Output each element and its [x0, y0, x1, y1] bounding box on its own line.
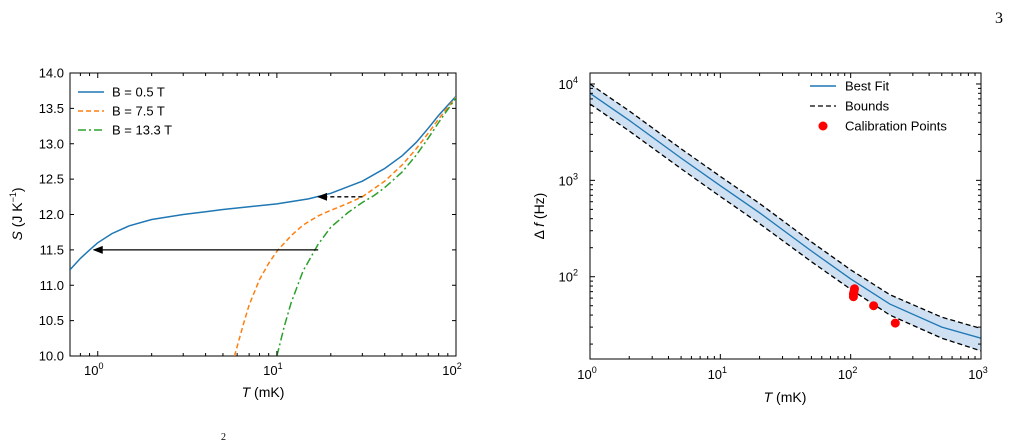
right-axes-frame	[589, 72, 982, 360]
left-x-axis-label: T (mK)	[242, 384, 285, 400]
right-uncertainty-band	[590, 84, 981, 351]
entropy-chart: 10.0 10.5 11.0 11.5 12.0 12.5 13.0 13.5 14.0 100…	[8, 66, 462, 401]
right-legend-swatch-points	[818, 121, 828, 131]
left-x-ticks: 100 101 102	[69, 73, 462, 378]
right-best-fit-line	[590, 92, 981, 339]
left-y-tick-label: 11.5	[40, 242, 64, 257]
right-y-ticks: 102 103 104	[559, 75, 981, 345]
left-y-ticks: 10.0 10.5 11.0 11.5 12.0 12.5 13.0 13.5 14.0	[39, 66, 456, 364]
left-legend-label: B = 7.5 T	[112, 104, 165, 119]
calibration-point	[869, 301, 879, 311]
left-series-line-1	[233, 96, 456, 356]
left-series-group	[70, 95, 456, 356]
calibration-point	[849, 284, 859, 294]
frequency-chart: 102 103 104 100 101 102 103 Best Fit Bounds Cal…	[531, 72, 988, 405]
left-y-tick-label: 12.0	[39, 207, 64, 222]
right-legend-label: Bounds	[845, 99, 890, 114]
left-y-tick-label: 14.0	[39, 66, 64, 81]
right-y-axis-label: Δ f (Hz)	[531, 193, 547, 240]
right-upper-bound-line	[590, 83, 981, 330]
right-x-tick-label: 101	[708, 365, 727, 382]
right-legend-label: Best Fit	[845, 79, 889, 94]
left-annotations-group	[92, 192, 363, 254]
calibration-point	[890, 318, 900, 328]
left-legend-label: B = 13.3 T	[112, 123, 172, 138]
left-y-tick-label: 10.0	[39, 349, 64, 364]
right-legend: Best Fit Bounds Calibration Points	[810, 79, 947, 134]
left-y-tick-label: 11.0	[40, 278, 64, 293]
left-x-tick-label: 102	[442, 361, 461, 378]
left-legend: B = 0.5 T B = 7.5 T B = 13.3 T	[78, 85, 172, 138]
right-legend-label: Calibration Points	[845, 119, 947, 134]
left-y-tick-label: 13.5	[39, 101, 64, 116]
right-x-ticks: 100 101 102 103	[577, 73, 988, 382]
left-x-tick-label: 100	[84, 361, 103, 378]
left-y-tick-label: 10.5	[39, 313, 64, 328]
right-x-tick-label: 100	[577, 365, 596, 382]
right-x-tick-label: 102	[838, 365, 857, 382]
right-x-axis-label: T (mK)	[764, 389, 807, 405]
footer-fragment: 2	[221, 432, 226, 443]
right-y-tick-label: 103	[559, 171, 578, 188]
left-y-tick-label: 13.0	[39, 136, 64, 151]
right-calibration-points	[848, 284, 900, 328]
left-series-line-0	[70, 95, 456, 271]
right-series-group	[590, 83, 981, 352]
left-y-axis-label: S (J K−1)	[8, 187, 25, 240]
page-number: 3	[995, 10, 1003, 27]
right-x-tick-label: 103	[968, 365, 987, 382]
right-y-tick-label: 104	[559, 75, 578, 92]
right-lower-bound-line	[590, 103, 981, 352]
left-legend-label: B = 0.5 T	[112, 85, 165, 100]
left-y-tick-label: 12.5	[39, 172, 64, 187]
left-x-tick-label: 101	[263, 361, 282, 378]
right-band-fill	[590, 84, 981, 351]
right-y-tick-label: 102	[559, 268, 578, 285]
left-series-line-2	[276, 97, 456, 356]
